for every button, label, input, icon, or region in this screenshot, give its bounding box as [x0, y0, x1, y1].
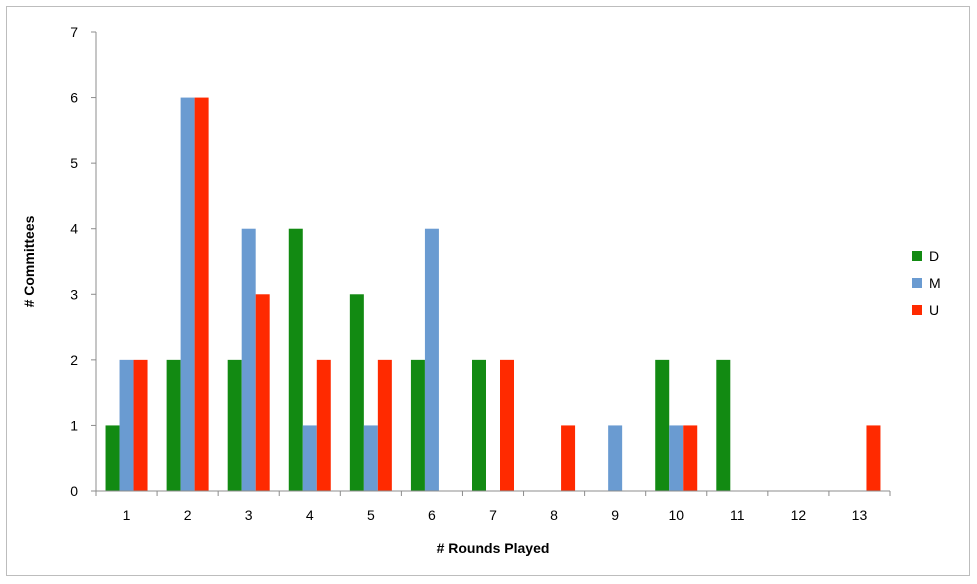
legend-swatch-u	[912, 305, 922, 315]
bar-d-4	[288, 228, 303, 491]
x-tick-label: 7	[489, 507, 497, 523]
bar-u-7	[500, 359, 514, 491]
x-axis-title: # Rounds Played	[437, 540, 550, 556]
legend-swatch-m	[912, 278, 922, 288]
bar-u-5	[377, 359, 392, 491]
x-tick-label: 8	[550, 507, 558, 523]
y-tick-label: 3	[70, 286, 78, 302]
bar-m-9	[608, 425, 623, 491]
y-ticks: 0 1 2 3 4 5 6 7	[70, 24, 96, 499]
x-tick-label: 12	[791, 507, 807, 523]
x-tick-label: 11	[730, 507, 745, 523]
y-tick-label: 1	[70, 417, 78, 433]
x-tick-label: 6	[428, 507, 436, 523]
y-tick-label: 6	[70, 90, 78, 106]
legend-label-d: D	[929, 248, 939, 264]
y-tick-label: 2	[70, 352, 78, 368]
bar-d-10	[655, 359, 670, 491]
bar-u-1	[133, 359, 148, 491]
x-ticks: 1 2 3 4 5 6 7 8 9 10 11 12 13	[95, 491, 891, 523]
bar-d-1	[105, 425, 120, 491]
bar-m-6	[424, 228, 439, 491]
x-tick-label: 9	[611, 507, 619, 523]
bar-m-10	[669, 425, 684, 491]
bar-m-3	[241, 228, 256, 491]
bar-m-2	[180, 97, 195, 492]
bar-d-6	[410, 359, 425, 491]
x-tick-label: 2	[184, 507, 192, 523]
bar-d-11	[716, 359, 731, 491]
bar-u-13	[866, 425, 881, 491]
bar-u-8	[561, 425, 576, 491]
plot-area	[105, 97, 881, 492]
bar-m-1	[119, 359, 134, 491]
y-axis-title: # Committees	[21, 215, 37, 307]
bar-m-4	[302, 425, 317, 491]
legend: DMU	[912, 248, 941, 318]
legend-swatch-d	[912, 251, 922, 261]
bar-u-10	[683, 425, 698, 491]
x-tick-label: 13	[852, 507, 868, 523]
bar-u-3	[255, 294, 270, 491]
x-tick-label: 3	[245, 507, 253, 523]
bar-d-5	[349, 294, 364, 491]
y-tick-label: 7	[70, 24, 78, 40]
x-tick-label: 5	[367, 507, 375, 523]
y-tick-label: 4	[70, 221, 78, 237]
bar-m-5	[363, 425, 378, 491]
legend-label-u: U	[929, 302, 939, 318]
x-tick-label: 10	[668, 507, 684, 523]
legend-label-m: M	[929, 275, 941, 291]
bar-d-2	[166, 359, 181, 491]
bar-u-4	[316, 359, 331, 491]
y-tick-label: 0	[70, 483, 78, 499]
x-tick-label: 4	[306, 507, 314, 523]
bar-u-2	[194, 97, 209, 492]
x-tick-label: 1	[123, 507, 131, 523]
y-tick-label: 5	[70, 155, 78, 171]
bar-d-7	[472, 359, 486, 491]
bar-d-3	[227, 359, 242, 491]
